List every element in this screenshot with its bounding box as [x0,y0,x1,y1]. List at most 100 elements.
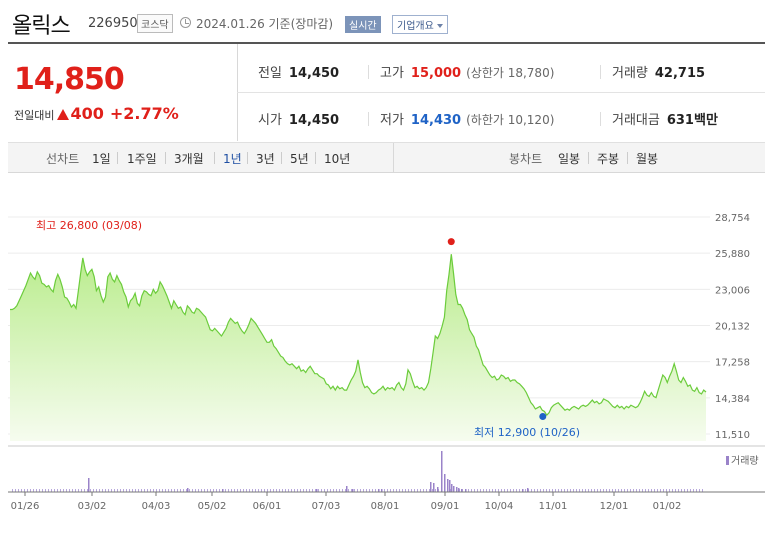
tab-separator [165,152,166,164]
volume-bar [162,489,163,492]
low-value: 14,430 [410,113,462,128]
tab-10y[interactable]: 10년 [324,152,351,166]
volume-bar [516,489,517,492]
volume-bar [372,489,373,492]
x-tick-label: 01/02 [653,501,682,512]
volume-bar [237,489,238,492]
volume-bar [600,489,601,492]
tab-daily[interactable]: 일봉 [558,152,581,166]
volume-bar [18,489,19,492]
company-overview-dropdown[interactable]: 기업개요 [392,15,448,34]
tab-1w[interactable]: 1주일 [127,152,157,166]
cell-separator [368,65,369,79]
volume-bar [186,489,187,492]
tab-separator [281,152,282,164]
tab-3m[interactable]: 3개월 [174,152,204,166]
volume-bar [351,489,352,492]
stock-name: 올릭스 [12,14,71,39]
x-tick-label: 04/03 [142,501,171,512]
volume-bar [660,489,661,492]
volume-bar [21,489,22,492]
volume-bar [147,489,148,492]
volume-bar [519,489,520,492]
turnover: 거래대금 631백만 [612,109,718,128]
volume-bar [561,489,562,492]
volume-bar [369,489,370,492]
tab-separator [117,152,118,164]
volume-bar [108,489,109,492]
volume-bar [339,489,340,492]
volume-bar [126,489,127,492]
volume-bar [69,489,70,492]
volume-bar [399,489,400,492]
turnover-unit: 백만 [693,113,718,128]
tab-5y[interactable]: 5년 [290,152,309,166]
volume-bar [88,478,90,492]
low-marker [539,413,547,421]
volume-bar [204,489,205,492]
volume-bar [33,489,34,492]
volume-bar [636,489,637,492]
volume-bar [576,489,577,492]
lower-limit: (하한가 10,120) [466,113,555,127]
volume-bar [582,489,583,492]
volume-bar [288,489,289,492]
volume-bar [513,489,514,492]
realtime-button[interactable]: 실시간 [345,16,381,33]
volume-bar [483,489,484,492]
tab-3y[interactable]: 3년 [256,152,275,166]
volume-bar [27,489,28,492]
volume-bar [461,489,463,492]
volume-bar [159,489,160,492]
volume-bar [261,489,262,492]
volume-bar [480,489,481,492]
volume-bar [702,489,703,492]
volume-bar [225,489,226,492]
volume-bar [195,489,196,492]
volume-bar [333,489,334,492]
volume-bar [45,489,46,492]
volume-bar [690,489,691,492]
tab-1y[interactable]: 1년 [223,152,242,166]
volume-bar [429,489,430,492]
clock-icon [180,17,191,28]
volume-bar [72,489,73,492]
y-tick-label: 20,132 [715,322,750,333]
volume-bar [309,489,310,492]
quote-date: 2024.01.26 기준(장마감) [196,17,334,31]
volume-bar [123,489,124,492]
volume-bar [666,489,667,492]
volume-bar [219,489,220,492]
tab-1d[interactable]: 1일 [92,152,111,166]
x-tick-label: 09/01 [431,501,460,512]
change-value: 400 [70,104,104,123]
volume-bar [24,489,25,492]
x-tick-label: 08/01 [371,501,400,512]
volume-bar [549,489,550,492]
volume-bar [699,489,700,492]
volume-bar [648,489,649,492]
volume-bar [498,489,499,492]
volume-bar [246,489,247,492]
volume-bar [291,489,292,492]
volume-bar [270,489,271,492]
volume-bar [249,489,250,492]
volume-bar [144,489,145,492]
quote-panel: 14,850 전일대비 400 +2.77% 전일 14,450 고가 15,000 (상… [8,44,765,143]
volume-bar [456,487,458,492]
volume-bar [615,489,616,492]
volume: 거래량 42,715 [612,62,705,81]
volume-bar [552,489,553,492]
volume-bar [522,489,524,492]
quote-row-divider [237,92,765,93]
volume-bar [681,489,682,492]
volume-bar [141,489,142,492]
tab-weekly[interactable]: 주봉 [597,152,620,166]
volume-bar [342,489,343,492]
volume-bar [657,489,658,492]
tab-monthly[interactable]: 월봉 [636,152,659,166]
volume-bar [507,489,508,492]
turnover-value: 631 [666,113,694,128]
volume-bar [165,489,166,492]
volume-bar [423,489,424,492]
